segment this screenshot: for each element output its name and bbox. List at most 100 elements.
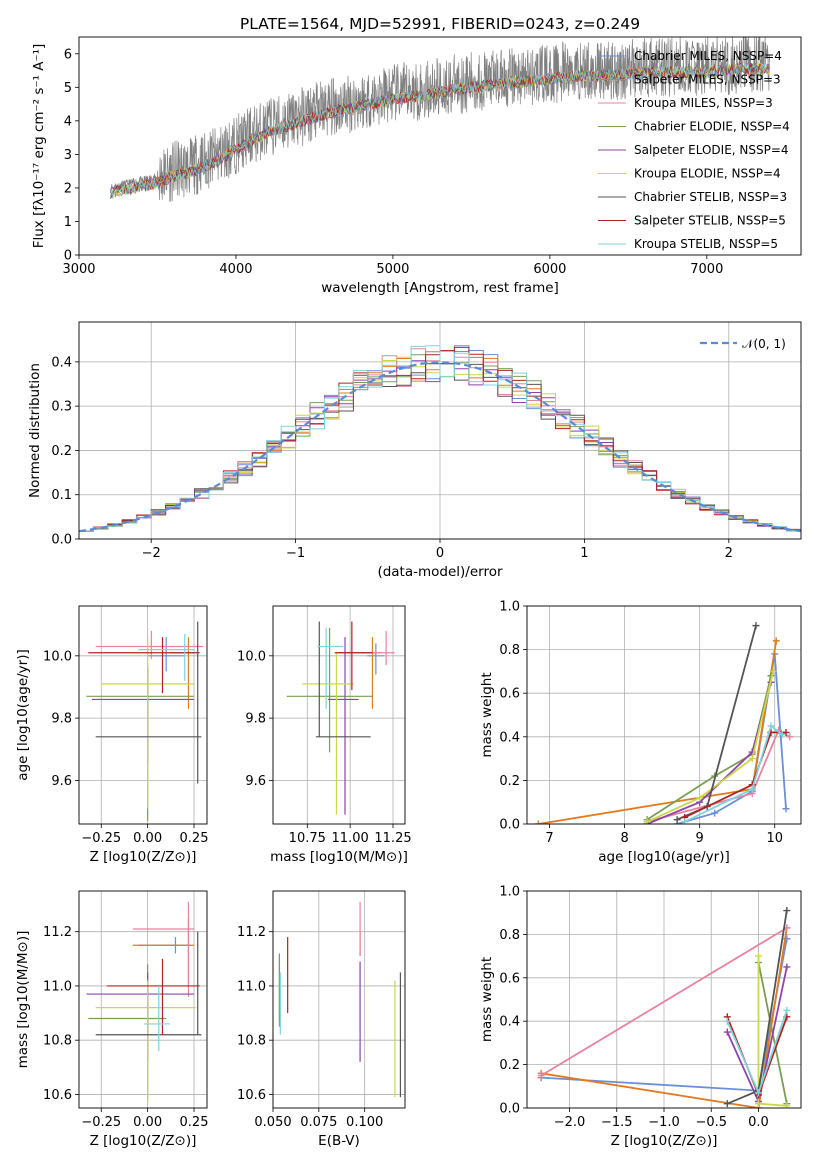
x-axis-label: Z [log10(Z/Z⊙)]	[611, 1133, 718, 1149]
panel-weight_vs_Z: −2.0 −1.5 −1.0 −0.5 0.0 0.0 0.2 0.4 0.6 0.8 1.0 Z […	[479, 885, 802, 1149]
x-tick-label: 7	[545, 831, 553, 846]
panel-weight_vs_age: 7 8 9 10 0.0 0.2 0.4 0.6 0.8 1.0 age [log10(age/yr…	[479, 600, 802, 865]
panel-age_vs_Z: −0.25 0.00 0.25 9.6 9.8 10.0 Z [log10(Z/Z⊙)] ag…	[15, 605, 209, 865]
weight-marker	[723, 1028, 731, 1036]
panel-spectrum: 3000 4000 5000 6000 7000 0 1 2 3 4 5 6 wavelength [A…	[31, 36, 802, 296]
weight-marker	[783, 907, 791, 915]
data-point	[132, 918, 195, 986]
x-axis-label: age [log10(age/yr)]	[598, 849, 730, 865]
y-tick-label: 2	[64, 181, 72, 196]
gaussian-curve	[79, 361, 801, 533]
legend-label: Chabrier STELIB, NSSP=3	[634, 190, 787, 204]
y-tick-label: 1	[64, 215, 72, 230]
legend-label: Kroupa ELODIE, NSSP=4	[634, 167, 781, 181]
data-point	[132, 901, 195, 997]
y-axis-label: Flux [fλ10⁻¹⁷ erg cm⁻² s⁻¹ A⁻¹]	[31, 44, 47, 249]
x-axis-label: (data-model)/error	[377, 564, 503, 580]
y-tick-label: 11.0	[237, 979, 266, 994]
weight-marker	[783, 1102, 791, 1108]
errorbars-mass_vs_Z	[86, 901, 202, 1103]
x-tick-label: 6000	[533, 262, 566, 277]
data-point	[95, 931, 202, 1036]
x-tick-label: 10	[766, 831, 783, 846]
weight-marker	[537, 1071, 545, 1079]
weight-marker	[534, 820, 542, 824]
legend-label: 𝒩(0, 1)	[742, 337, 786, 351]
x-tick-label: 11.25	[374, 831, 411, 846]
data-point	[169, 637, 195, 709]
y-axis-label: mass weight	[479, 672, 495, 757]
x-tick-label: 0.0	[748, 1115, 769, 1130]
y-tick-label: 9.6	[51, 774, 72, 789]
x-axis-label: wavelength [Angstrom, rest frame]	[321, 280, 559, 296]
x-tick-label: 0.100	[346, 1115, 383, 1130]
x-tick-label: −0.25	[81, 831, 121, 846]
weights-weight_vs_Z	[537, 907, 791, 1108]
y-tick-label: 0.0	[499, 1102, 520, 1117]
axes-frame	[526, 890, 802, 1109]
observed-spectrum-line	[110, 37, 770, 202]
weight-marker	[643, 818, 651, 824]
model-spectrum-line	[110, 63, 770, 199]
weight-marker	[778, 731, 786, 739]
y-tick-label: 11.0	[43, 979, 72, 994]
chart-layer: 3000 4000 5000 6000 7000 0 1 2 3 4 5 6 wavelength [A…	[15, 36, 802, 1149]
legend-label: Kroupa MILES, NSSP=3	[634, 96, 773, 110]
data-point	[106, 958, 200, 1035]
weight-marker	[673, 816, 681, 824]
weight-marker	[767, 722, 775, 730]
y-tick-label: 0.8	[499, 643, 520, 658]
y-axis-label: age [log10(age/yr)]	[15, 649, 31, 781]
x-tick-label: 10.75	[289, 831, 326, 846]
errorbars-age_vs_mass	[286, 621, 395, 815]
data-point	[365, 630, 395, 666]
x-tick-label: 0.25	[180, 831, 209, 846]
x-axis-label: Z [log10(Z/Z⊙)]	[90, 849, 197, 865]
histogram-lines	[79, 345, 801, 533]
y-tick-label: 10.6	[43, 1088, 72, 1103]
x-tick-label: −1	[286, 546, 305, 561]
data-point	[147, 637, 185, 672]
panel-age_vs_mass: 10.75 11.00 11.25 9.6 9.8 10.0 mass [log10(M/M…	[237, 605, 412, 865]
x-tick-label: 3000	[62, 262, 95, 277]
x-tick-label: 5000	[376, 262, 409, 277]
weight-series-line	[540, 927, 788, 1077]
weight-marker	[786, 733, 794, 741]
y-tick-label: 11.2	[43, 925, 72, 940]
data-point	[317, 627, 344, 709]
x-tick-label: −2	[142, 546, 161, 561]
y-tick-label: 10.0	[43, 649, 72, 664]
weight-series-line	[646, 729, 791, 823]
x-tick-label: −0.25	[81, 1115, 121, 1130]
x-tick-label: 7000	[690, 262, 723, 277]
weight-marker	[782, 805, 790, 813]
axes-frame	[78, 36, 802, 256]
x-tick-label: 2	[725, 546, 733, 561]
y-tick-label: 1.0	[499, 885, 520, 900]
data-point	[327, 637, 359, 815]
data-point	[286, 627, 373, 753]
y-tick-label: 0.2	[499, 774, 520, 789]
x-tick-label: −1.0	[648, 1115, 680, 1130]
weight-marker	[772, 637, 780, 645]
y-tick-label: 0.6	[499, 971, 520, 986]
y-tick-label: 10.0	[237, 649, 266, 664]
data-point	[88, 637, 200, 694]
weight-series-line	[541, 927, 788, 1108]
y-tick-label: 0.2	[51, 444, 72, 459]
y-tick-label: 0.1	[51, 488, 72, 503]
weight-marker	[754, 1100, 762, 1108]
weight-marker	[748, 785, 756, 793]
y-tick-label: 3	[64, 148, 72, 163]
x-tick-label: 0.075	[300, 1115, 337, 1130]
data-point	[86, 665, 195, 821]
y-tick-label: 9.8	[245, 712, 266, 727]
spectrum-legend: Chabrier MILES, NSSP=4 Salpeter MILES, NS…	[598, 49, 790, 251]
y-tick-label: 0.4	[499, 1015, 520, 1030]
weight-marker	[723, 1100, 731, 1108]
y-tick-label: 0.3	[51, 400, 72, 415]
y-tick-label: 4	[64, 114, 72, 129]
weight-marker	[754, 952, 762, 960]
axes-frame	[272, 890, 406, 1109]
legend-label: Chabrier ELODIE, NSSP=4	[634, 120, 790, 134]
